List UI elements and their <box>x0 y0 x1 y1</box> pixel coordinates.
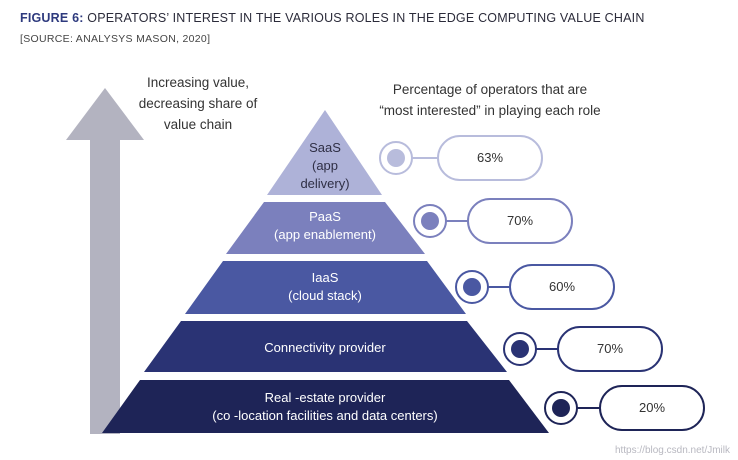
figure-title-text: OPERATORS’ INTEREST IN THE VARIOUS ROLES… <box>83 11 645 25</box>
figure-source: [SOURCE: ANALYSYS MASON, 2020] <box>20 33 211 45</box>
layer-label-saas: SaaS (app delivery) <box>275 139 375 193</box>
watermark: https://blog.csdn.net/Jmilk <box>614 445 730 456</box>
pyramid-layer-saas <box>267 110 382 195</box>
layer-label-real-estate: Real -estate provider (co -location faci… <box>102 389 548 425</box>
saas-label-line-1: SaaS <box>309 140 341 155</box>
value-arrow-caption: Increasing value, decreasing share of va… <box>128 72 268 135</box>
pyramid-layer-connectivity <box>144 321 507 372</box>
pyramid-layer-real-estate <box>102 380 549 433</box>
arrow-caption-line-2: decreasing share of <box>138 96 258 111</box>
layer-label-paas: PaaS (app enablement) <box>225 208 425 244</box>
percent-connectivity: 70% <box>596 341 624 356</box>
percent-real-estate: 20% <box>638 400 666 415</box>
paas-label-line-1: PaaS <box>309 209 341 224</box>
layer-label-connectivity: Connectivity provider <box>144 339 506 357</box>
connectivity-label: Connectivity provider <box>264 340 386 355</box>
saas-label-line-2: (app <box>311 158 339 173</box>
pyramid-layer-paas <box>226 202 425 254</box>
figure-number: FIGURE 6: <box>20 11 84 25</box>
percent-saas: 63% <box>476 150 504 165</box>
percent-iaas: 60% <box>548 279 576 294</box>
iaas-label-line-2: (cloud stack) <box>288 288 362 303</box>
percentage-caption-line-1: Percentage of operators that are <box>392 82 588 97</box>
value-arrow <box>66 88 144 434</box>
figure-title: FIGURE 6: OPERATORS’ INTEREST IN THE VAR… <box>20 11 720 25</box>
connector-iaas <box>455 264 615 310</box>
paas-label-line-2: (app enablement) <box>274 227 376 242</box>
arrow-caption-line-1: Increasing value, <box>146 75 250 90</box>
percentage-caption-line-2: “most interested” in playing each role <box>379 103 601 118</box>
connector-connectivity <box>503 326 663 372</box>
pyramid-layer-iaas <box>185 261 466 314</box>
layer-label-iaas: IaaS (cloud stack) <box>185 269 465 305</box>
connector-paas <box>413 198 573 244</box>
real-estate-label-line-1: Real -estate provider <box>264 390 386 405</box>
arrow-caption-line-3: value chain <box>163 117 233 132</box>
saas-label-line-3: delivery) <box>300 176 350 191</box>
connector-real-estate <box>544 385 705 431</box>
percent-paas: 70% <box>506 213 534 228</box>
connector-saas <box>379 135 543 181</box>
iaas-label-line-1: IaaS <box>311 270 339 285</box>
real-estate-label-line-2: (co -location facilities and data center… <box>212 408 438 423</box>
percentage-caption: Percentage of operators that are “most i… <box>340 79 640 121</box>
